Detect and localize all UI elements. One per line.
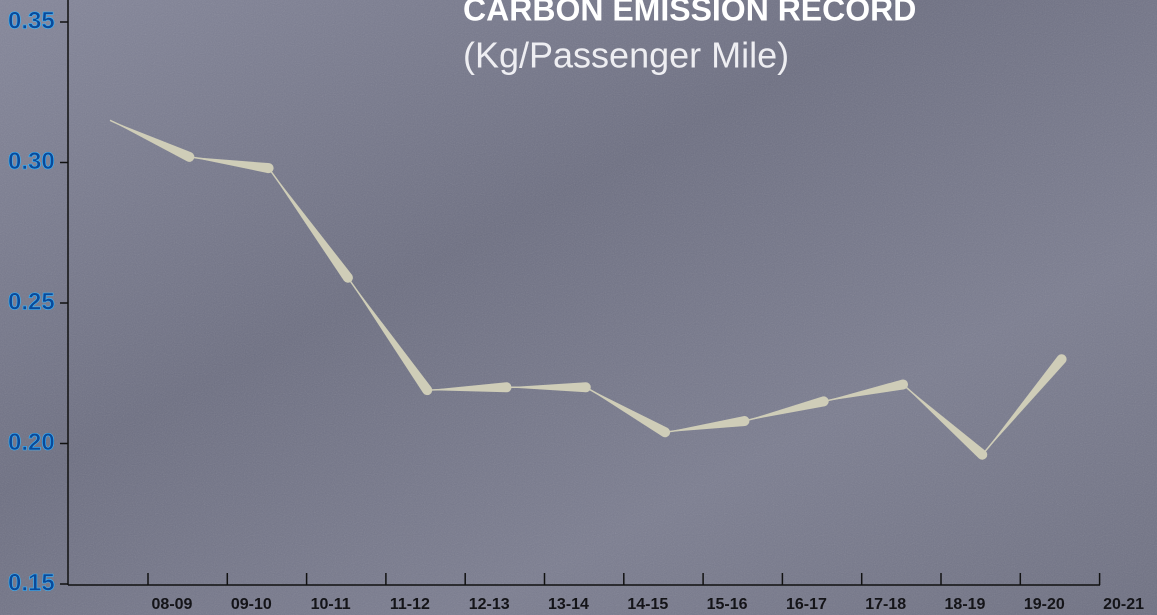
x-tick-label: 19-20 [1024, 596, 1065, 613]
x-tick-label: 08-09 [152, 596, 193, 613]
line-taper [823, 379, 908, 402]
chart-title: CARBON EMISSION RECORD [463, 0, 916, 27]
line-taper [665, 416, 750, 433]
line-taper [189, 156, 274, 174]
x-tick-label: 17-18 [865, 596, 906, 613]
line [109, 119, 1063, 456]
x-tick-label: 12-13 [469, 596, 510, 613]
y-tick-label: 0.30 [8, 148, 55, 175]
y-tick-label: 0.20 [8, 429, 55, 456]
x-tick-label: 20-21 [1103, 596, 1144, 613]
x-tick-label: 11-12 [390, 596, 430, 613]
x-tick-label: 18-19 [945, 596, 986, 613]
x-tick-label: 10-11 [311, 596, 351, 613]
x-tick-label: 15-16 [707, 596, 748, 613]
x-tick-label: 13-14 [548, 596, 589, 613]
y-tick-label: 0.25 [8, 288, 55, 315]
x-tick-label: 09-10 [231, 596, 272, 613]
chart-subtitle: (Kg/Passenger Mile) [463, 35, 789, 76]
x-tick-label: 14-15 [627, 596, 668, 613]
y-tick-label: 0.15 [8, 569, 55, 596]
x-tick-label: 16-17 [786, 596, 827, 613]
line-taper [744, 396, 829, 422]
y-tick-label: 0.35 [8, 7, 55, 34]
